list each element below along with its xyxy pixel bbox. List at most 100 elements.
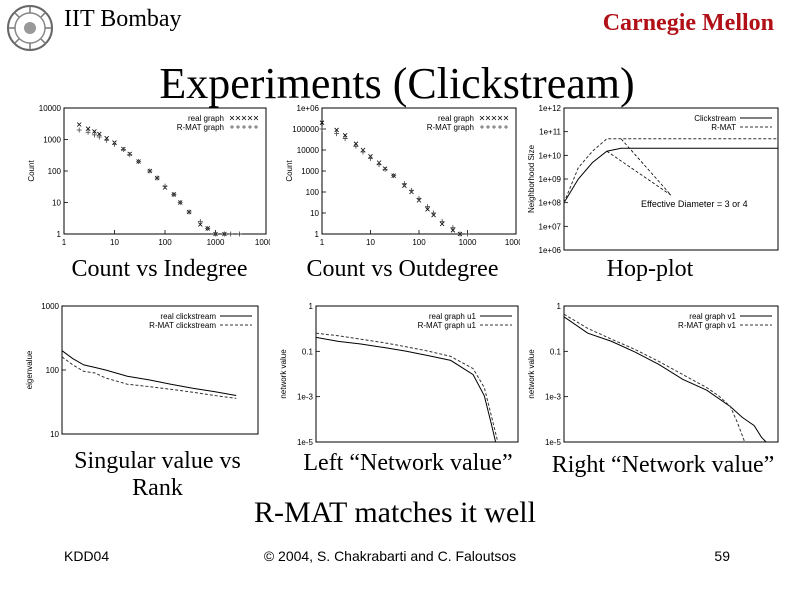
x-tick-label: 10: [366, 238, 375, 247]
data-point: [342, 136, 348, 142]
y-tick-label: 100: [48, 167, 62, 176]
data-point: [205, 225, 211, 231]
legend-label: R-MAT: [711, 123, 736, 132]
y-axis-label: Count: [285, 160, 294, 182]
data-point: [408, 187, 414, 193]
footer-copyright: © 2004, S. Chakrabarti and C. Faloutsos: [263, 548, 517, 564]
data-point: [92, 129, 97, 134]
y-axis-label: Neighborhood Size: [527, 144, 536, 213]
legend-marker: [498, 125, 502, 129]
legend-label: R-MAT graph v1: [678, 321, 736, 330]
data-point: [334, 127, 339, 133]
data-point: [360, 149, 366, 155]
data-point: [76, 127, 82, 133]
chart-indegree: 1 10 100 1000 10000 1 10 100 1000 10000 Count real …: [27, 104, 270, 247]
legend-label: R-MAT clickstream: [149, 321, 216, 330]
data-point: [439, 218, 445, 224]
x-tick-label: 1: [62, 238, 67, 247]
header-institution: IIT Bombay: [64, 6, 182, 32]
legend-marker: [241, 115, 247, 121]
data-point: [213, 231, 218, 237]
data-point: [91, 132, 97, 138]
y-tick-label: 1: [315, 230, 320, 239]
y-tick-label: 1e+06: [539, 246, 562, 254]
y-tick-label: 1e+10: [539, 151, 562, 160]
y-tick-label: 1e+12: [539, 104, 562, 113]
chart-singular: 10 100 1000 eigenvalue real clickstreamR-MAT…: [25, 302, 259, 439]
data-point: [382, 166, 388, 172]
legend-marker: [479, 115, 485, 121]
y-axis-label: Count: [27, 160, 36, 182]
data-point: [154, 175, 160, 181]
x-tick-label: 10: [110, 238, 119, 247]
legend-marker: [480, 125, 484, 129]
data-point: [120, 147, 126, 153]
chart-rightnet: 1e-5 1e-3 0.1 1 network value real graph v1R-…: [527, 302, 779, 446]
data-point: [198, 222, 203, 227]
legend-marker: [247, 115, 253, 121]
data-point: [96, 134, 102, 140]
data-point: [85, 126, 91, 131]
y-tick-label: 1: [57, 230, 62, 239]
plot-frame: [63, 107, 267, 235]
legend-marker: [492, 125, 496, 129]
data-point: [147, 168, 153, 174]
data-point: [76, 122, 82, 127]
data-point: [104, 137, 110, 143]
chart-leftnet: 1e-5 1e-3 0.1 1 network value real graph u1R-…: [279, 302, 519, 446]
data-point: [450, 228, 456, 233]
conclusion-text: R-MAT matches it well: [254, 496, 536, 529]
y-tick-label: 1e+07: [539, 222, 562, 231]
footer-venue: KDD04: [64, 548, 110, 564]
data-point: [319, 120, 325, 125]
y-tick-label: 1: [557, 302, 562, 311]
data-point: [85, 129, 91, 135]
iit-logo: [7, 5, 53, 51]
legend-marker: [229, 115, 235, 121]
data-point: [401, 181, 407, 187]
legend-marker: [491, 115, 497, 121]
data-point: [186, 209, 192, 215]
x-tick-label: 1000: [459, 238, 477, 247]
annotation-arrow: [606, 138, 672, 196]
y-axis-label: network value: [279, 349, 288, 399]
data-point: [319, 126, 325, 132]
data-point: [439, 221, 445, 227]
data-point: [425, 204, 431, 210]
data-point: [465, 231, 470, 237]
y-tick-label: 100: [46, 366, 60, 375]
y-tick-label: 10: [50, 430, 59, 439]
caption-indegree: Count vs Indegree: [71, 256, 248, 282]
data-point: [416, 195, 422, 201]
data-point: [334, 131, 340, 137]
data-point: [237, 231, 243, 237]
data-point: [457, 231, 463, 237]
data-point: [136, 159, 142, 165]
x-tick-label: 1: [320, 238, 325, 247]
legend-label: real clickstream: [160, 312, 216, 321]
legend-marker: [254, 125, 258, 129]
series-line: [315, 332, 499, 443]
series-line: [563, 147, 778, 203]
data-point: [391, 173, 397, 179]
data-point: [228, 231, 234, 237]
legend-label: real graph: [438, 114, 474, 123]
caption-left-network: Left “Network value”: [303, 450, 513, 476]
data-point: [177, 200, 183, 205]
y-tick-label: 1e+09: [539, 175, 562, 184]
annotation-text: Effective Diameter = 3 or 4: [641, 199, 748, 209]
data-point: [376, 162, 382, 168]
data-point: [221, 231, 227, 237]
series-line: [315, 336, 497, 443]
legend-marker: [235, 115, 241, 121]
legend-label: R-MAT graph: [177, 123, 224, 132]
data-point: [450, 225, 456, 231]
legend-marker: [504, 125, 508, 129]
y-tick-label: 1: [309, 302, 314, 311]
data-point: [353, 143, 359, 149]
legend-label: Clickstream: [694, 114, 736, 123]
plot-frame: [315, 305, 519, 443]
y-tick-label: 10000: [297, 146, 320, 155]
legend-label: real graph v1: [689, 312, 736, 321]
legend-marker: [503, 115, 509, 121]
